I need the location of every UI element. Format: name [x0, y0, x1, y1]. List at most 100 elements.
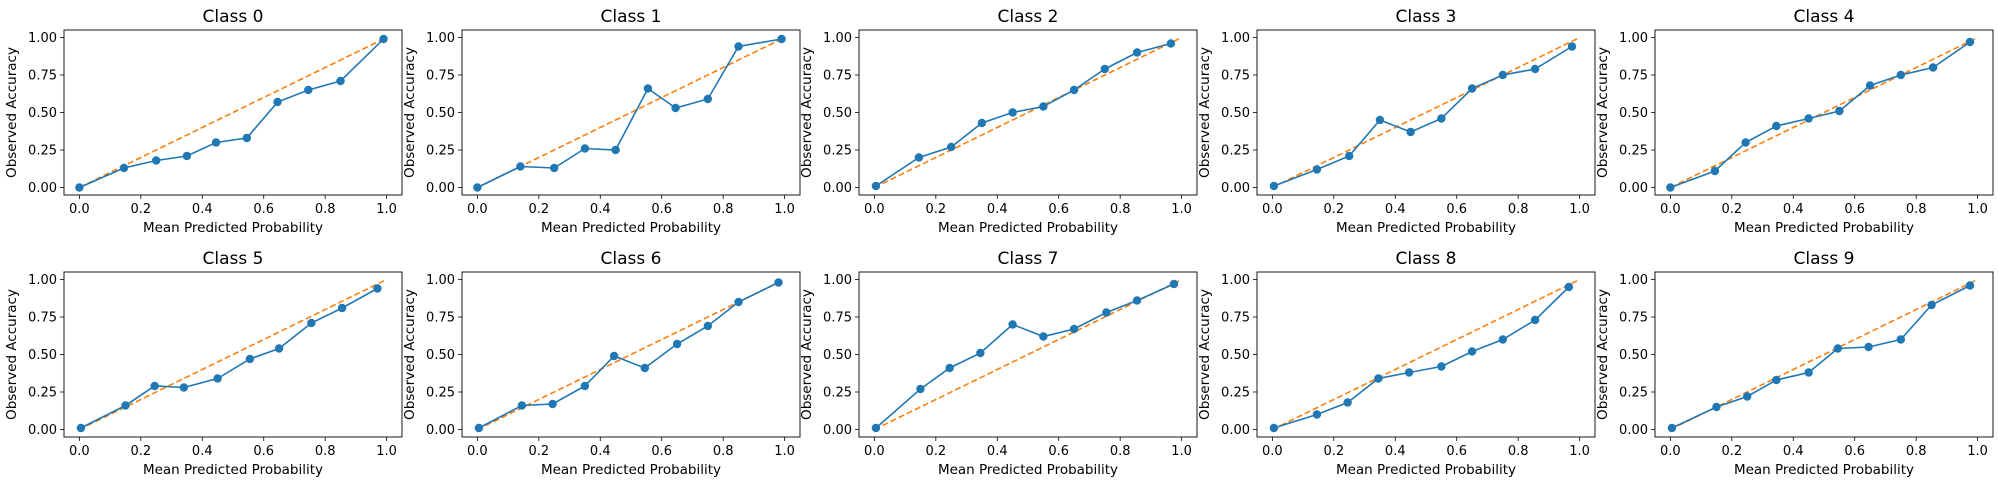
data-point	[182, 151, 192, 161]
subplot-class-9: Class 9 0.0 0.2 0.4 0.6 0.8 1.0 0.00 0.25 0.50 0.7…	[1595, 249, 1994, 478]
y-tick-label: 0.00	[1221, 423, 1250, 438]
x-tick-label: 0.6	[1048, 444, 1069, 459]
data-point	[337, 303, 347, 313]
data-point	[307, 318, 316, 328]
data-point	[1741, 138, 1750, 147]
y-axis-label: Observed Accuracy	[4, 289, 20, 420]
data-point	[916, 384, 925, 394]
data-point	[1567, 42, 1577, 51]
x-tick-label: 0.2	[1323, 444, 1344, 459]
reference-line	[1272, 36, 1580, 189]
x-tick-label: 1.0	[1967, 202, 1988, 217]
series-line	[1273, 286, 1570, 429]
x-tick-label: 0.0	[1660, 444, 1681, 459]
x-tick-label: 0.0	[1262, 202, 1283, 217]
y-tick-label: 0.00	[823, 423, 852, 438]
x-tick-label: 0.2	[1323, 202, 1344, 217]
x-tick-label: 0.4	[987, 444, 1008, 459]
y-tick-label: 0.50	[1221, 348, 1250, 363]
x-tick-label: 0.0	[467, 202, 488, 217]
data-point	[121, 401, 130, 410]
y-tick-label: 1.00	[1619, 273, 1648, 288]
series-line	[79, 38, 385, 189]
y-tick-label: 0.75	[1619, 69, 1648, 84]
y-tick-label: 0.75	[1619, 311, 1648, 326]
plot-frame	[63, 271, 403, 438]
y-tick-label: 0.00	[426, 423, 455, 438]
x-tick-label: 0.8	[315, 444, 336, 459]
x-tick-label: 0.6	[1048, 202, 1069, 217]
y-tick-label: 0.00	[28, 423, 57, 438]
data-point	[273, 97, 282, 107]
data-point	[734, 42, 743, 51]
data-point	[734, 297, 743, 307]
data-point	[549, 163, 559, 173]
x-tick-label: 1.0	[1569, 202, 1590, 217]
x-tick-label: 0.8	[1508, 202, 1529, 217]
data-point	[703, 94, 713, 104]
y-tick-label: 0.25	[28, 144, 57, 159]
data-point	[1343, 398, 1352, 407]
y-tick-label: 1.00	[28, 31, 57, 46]
subplot-class-4: Class 4 0.0 0.2 0.4 0.6 0.8 1.0 0.00 0.25 0.50 0.7…	[1595, 7, 1994, 236]
subplot-title: Class 3	[1396, 7, 1457, 27]
data-point	[242, 133, 252, 143]
reference-line	[874, 278, 1182, 431]
data-point	[1742, 392, 1752, 401]
data-point	[1804, 368, 1813, 377]
data-point	[1666, 183, 1675, 192]
x-tick-label: 0.6	[651, 444, 672, 459]
data-point	[1772, 375, 1781, 385]
data-point	[274, 344, 284, 353]
y-tick-label: 0.00	[823, 181, 852, 196]
x-tick-label: 0.8	[1110, 444, 1131, 459]
data-point	[1927, 300, 1936, 310]
data-point	[1312, 410, 1322, 419]
reference-line	[874, 36, 1182, 189]
plot-frame	[461, 271, 801, 438]
y-tick-label: 0.50	[823, 106, 852, 121]
subplot-title: Class 6	[601, 249, 662, 269]
x-tick-label: 0.0	[1660, 202, 1681, 217]
data-point	[703, 321, 713, 331]
x-tick-label: 0.6	[1446, 202, 1467, 217]
x-tick-label: 0.6	[651, 202, 672, 217]
subplot-class-3: Class 3 0.0 0.2 0.4 0.6 0.8 1.0 0.00 0.25 0.50 0.7…	[1197, 7, 1596, 236]
y-tick-label: 1.00	[28, 273, 57, 288]
subplot-class-5: Class 5 0.0 0.2 0.4 0.6 0.8 1.0 0.00 0.25 0.50 0.7…	[4, 249, 403, 478]
x-axis-label: Mean Predicted Probability	[1734, 462, 1914, 478]
x-tick-label: 1.0	[1171, 444, 1192, 459]
data-point	[1498, 335, 1508, 344]
data-point	[245, 354, 255, 364]
data-point	[1965, 281, 1975, 290]
subplot-class-8: Class 8 0.0 0.2 0.4 0.6 0.8 1.0 0.00 0.25 0.50 0.7…	[1197, 249, 1596, 478]
data-point	[914, 153, 924, 162]
y-tick-label: 0.50	[1619, 348, 1648, 363]
data-point	[373, 284, 382, 293]
x-tick-label: 0.6	[1844, 202, 1865, 217]
y-tick-label: 0.75	[426, 69, 455, 84]
data-point	[1467, 347, 1477, 356]
data-point	[379, 34, 388, 44]
subplot-class-2: Class 2 0.0 0.2 0.4 0.6 0.8 1.0 0.00 0.25 0.50 0.7…	[799, 7, 1198, 236]
x-tick-label: 0.4	[590, 444, 611, 459]
x-axis-label: Mean Predicted Probability	[143, 220, 323, 236]
y-tick-label: 0.25	[823, 144, 852, 159]
y-axis-label: Observed Accuracy	[4, 47, 20, 178]
reference-line	[79, 36, 387, 189]
y-tick-label: 0.75	[823, 69, 852, 84]
y-tick-label: 0.50	[823, 348, 852, 363]
data-point	[1375, 115, 1385, 125]
y-axis-label: Observed Accuracy	[1595, 289, 1611, 420]
x-axis-label: Mean Predicted Probability	[938, 462, 1118, 478]
data-point	[1864, 342, 1873, 352]
x-axis-label: Mean Predicted Probability	[541, 220, 721, 236]
data-point	[473, 183, 482, 192]
data-point	[517, 401, 527, 410]
x-tick-label: 0.8	[1110, 202, 1131, 217]
series-line	[875, 42, 1172, 187]
data-point	[871, 423, 881, 433]
x-tick-label: 0.0	[69, 444, 90, 459]
x-tick-label: 0.0	[1262, 444, 1283, 459]
data-point	[1712, 402, 1721, 412]
